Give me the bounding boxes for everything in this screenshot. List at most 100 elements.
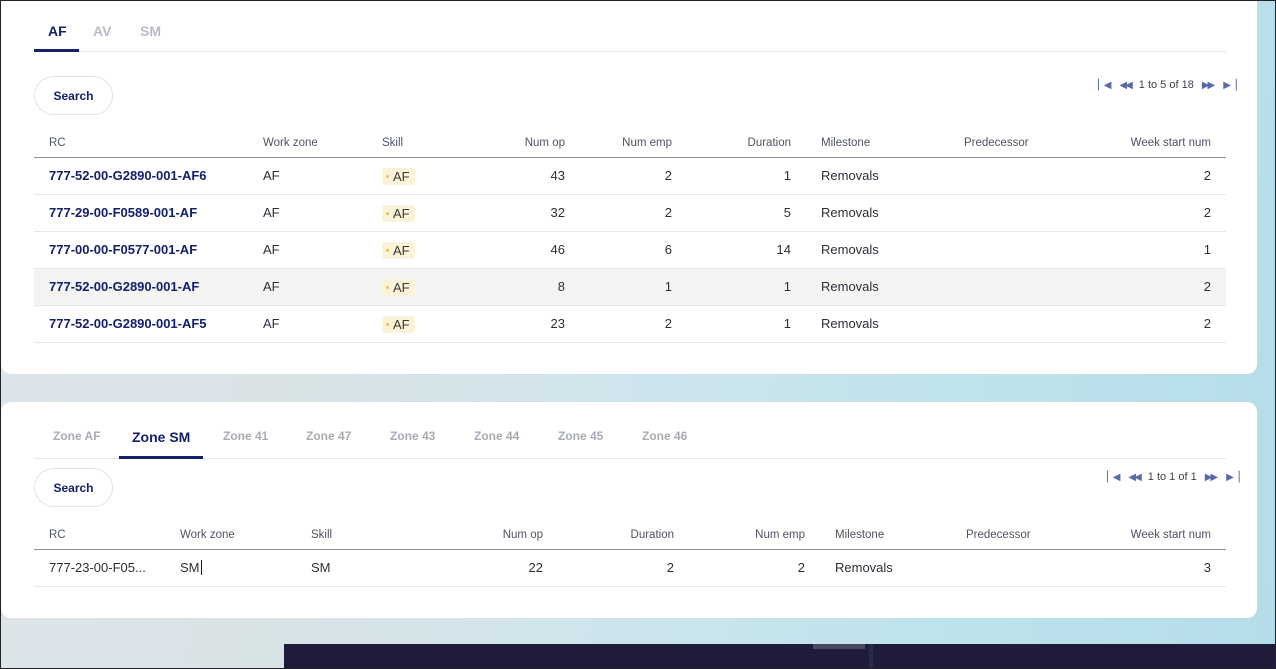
col-duration[interactable]: Duration <box>558 521 689 550</box>
first-page-icon[interactable]: ▏◀ <box>1107 471 1120 483</box>
skill-tabs: AF AV SM <box>34 0 1226 52</box>
rc-link[interactable]: 777-00-00-F0577-001-AF <box>49 242 198 257</box>
skill-cell: AF <box>367 194 467 232</box>
col-work-zone[interactable]: Work zone <box>248 129 367 158</box>
skill-badge: AF <box>382 205 415 222</box>
badge-dot-icon <box>386 249 389 252</box>
last-page-icon[interactable]: ▶▕ <box>1223 79 1236 91</box>
col-skill[interactable]: Skill <box>367 129 467 158</box>
tab-zone-46[interactable]: Zone 46 <box>642 429 688 443</box>
work-zone-cell: AF <box>248 194 367 232</box>
rc-link[interactable]: 777-29-00-F0589-001-AF <box>49 205 198 220</box>
col-duration[interactable]: Duration <box>687 129 806 158</box>
search-button[interactable]: Search <box>34 468 113 507</box>
num-op-cell: 43 <box>467 157 580 195</box>
tab-zone-af[interactable]: Zone AF <box>53 429 101 443</box>
milestone-cell: Removals <box>806 268 949 306</box>
col-num-op[interactable]: Num op <box>427 521 558 550</box>
col-milestone[interactable]: Milestone <box>820 521 951 550</box>
work-zone-cell: AF <box>248 157 367 195</box>
next-page-icon[interactable]: ▶▶ <box>1204 471 1218 483</box>
next-page-icon[interactable]: ▶▶ <box>1201 79 1215 91</box>
col-milestone[interactable]: Milestone <box>806 129 949 158</box>
zone-table: RC Work zone Skill Num op Duration Num e… <box>34 521 1226 587</box>
tab-zone-47[interactable]: Zone 47 <box>306 429 352 443</box>
col-week-start-num[interactable]: Week start num <box>1082 521 1226 550</box>
first-page-icon[interactable]: ▏◀ <box>1098 79 1111 91</box>
col-num-emp[interactable]: Num emp <box>689 521 820 550</box>
rc-link[interactable]: 777-52-00-G2890-001-AF6 <box>49 168 207 183</box>
skill-badge: AF <box>382 316 415 333</box>
skill-cell: SM <box>296 549 427 587</box>
col-predecessor[interactable]: Predecessor <box>951 521 1082 550</box>
skill-cell: AF <box>367 231 467 269</box>
zone-panel: Zone AF Zone SM Zone 41 Zone 47 Zone 43 … <box>1 402 1257 618</box>
num-op-cell: 8 <box>467 268 580 306</box>
rc-link[interactable]: 777-52-00-G2890-001-AF <box>49 279 200 294</box>
active-tab-underline <box>119 456 203 459</box>
num-emp-cell: 6 <box>580 231 687 269</box>
taskbar <box>284 644 1276 669</box>
num-op-cell: 23 <box>467 305 580 343</box>
tab-av[interactable]: AV <box>93 23 112 39</box>
num-emp-cell: 2 <box>580 305 687 343</box>
num-op-cell: 22 <box>427 549 558 587</box>
search-button[interactable]: Search <box>34 76 113 115</box>
num-emp-cell: 1 <box>580 268 687 306</box>
week-start-cell: 2 <box>1069 268 1226 306</box>
table-row[interactable]: 777-29-00-F0589-001-AF AF AF 32 2 5 Remo… <box>34 194 1226 232</box>
milestone-cell: Removals <box>806 231 949 269</box>
num-emp-cell: 2 <box>580 194 687 232</box>
milestone-cell: Removals <box>806 194 949 232</box>
num-op-cell: 46 <box>467 231 580 269</box>
badge-dot-icon <box>386 212 389 215</box>
milestone-cell: Removals <box>806 157 949 195</box>
col-rc[interactable]: RC <box>34 129 248 158</box>
predecessor-cell <box>951 549 1082 587</box>
predecessor-cell <box>949 231 1069 269</box>
duration-cell: 1 <box>687 268 806 306</box>
skill-badge: AF <box>382 279 415 296</box>
tab-af[interactable]: AF <box>48 23 67 39</box>
num-op-cell: 32 <box>467 194 580 232</box>
tab-zone-43[interactable]: Zone 43 <box>390 429 436 443</box>
pagination-text: 1 to 5 of 18 <box>1138 79 1194 91</box>
rc-cell[interactable]: 777-23-00-F05... <box>34 549 165 587</box>
table-row[interactable]: 777-23-00-F05... SM SM 22 2 2 Removals 3 <box>34 549 1226 587</box>
last-page-icon[interactable]: ▶▕ <box>1226 471 1239 483</box>
table-row-hovered[interactable]: 777-52-00-G2890-001-AF AF AF 8 1 1 Remov… <box>34 268 1226 306</box>
col-predecessor[interactable]: Predecessor <box>949 129 1069 158</box>
prev-page-icon[interactable]: ◀◀ <box>1128 471 1141 483</box>
work-zone-cell: AF <box>248 268 367 306</box>
pagination: ▏◀ ◀◀ 1 to 1 of 1 ▶▶ ▶▕ <box>1107 471 1240 483</box>
col-work-zone[interactable]: Work zone <box>165 521 296 550</box>
text-cursor <box>200 560 202 575</box>
work-zone-cell-editing[interactable]: SM <box>165 549 296 587</box>
tab-zone-41[interactable]: Zone 41 <box>223 429 269 443</box>
skill-cell: AF <box>367 305 467 343</box>
pagination: ▏◀ ◀◀ 1 to 5 of 18 ▶▶ ▶▕ <box>1098 79 1237 91</box>
duration-cell: 1 <box>687 305 806 343</box>
table-row[interactable]: 777-52-00-G2890-001-AF5 AF AF 23 2 1 Rem… <box>34 305 1226 343</box>
week-start-cell: 2 <box>1069 194 1226 232</box>
pagination-text: 1 to 1 of 1 <box>1147 471 1197 483</box>
rc-link[interactable]: 777-52-00-G2890-001-AF5 <box>49 316 207 331</box>
col-num-op[interactable]: Num op <box>467 129 580 158</box>
tab-zone-sm[interactable]: Zone SM <box>132 429 191 445</box>
table-row[interactable]: 777-00-00-F0577-001-AF AF AF 46 6 14 Rem… <box>34 231 1226 269</box>
tab-sm[interactable]: SM <box>140 23 161 39</box>
num-emp-cell: 2 <box>689 549 820 587</box>
col-skill[interactable]: Skill <box>296 521 427 550</box>
table-row[interactable]: 777-52-00-G2890-001-AF6 AF AF 43 2 1 Rem… <box>34 157 1226 195</box>
tab-zone-44[interactable]: Zone 44 <box>474 429 520 443</box>
col-num-emp[interactable]: Num emp <box>580 129 687 158</box>
col-week-start-num[interactable]: Week start num <box>1069 129 1226 158</box>
prev-page-icon[interactable]: ◀◀ <box>1119 79 1132 91</box>
skill-badge: AF <box>382 168 415 185</box>
tab-zone-45[interactable]: Zone 45 <box>558 429 604 443</box>
col-rc[interactable]: RC <box>34 521 165 550</box>
milestone-cell: Removals <box>820 549 951 587</box>
skill-cell: AF <box>367 157 467 195</box>
table-header: RC Work zone Skill Num op Duration Num e… <box>34 521 1226 550</box>
skill-cell: AF <box>367 268 467 306</box>
